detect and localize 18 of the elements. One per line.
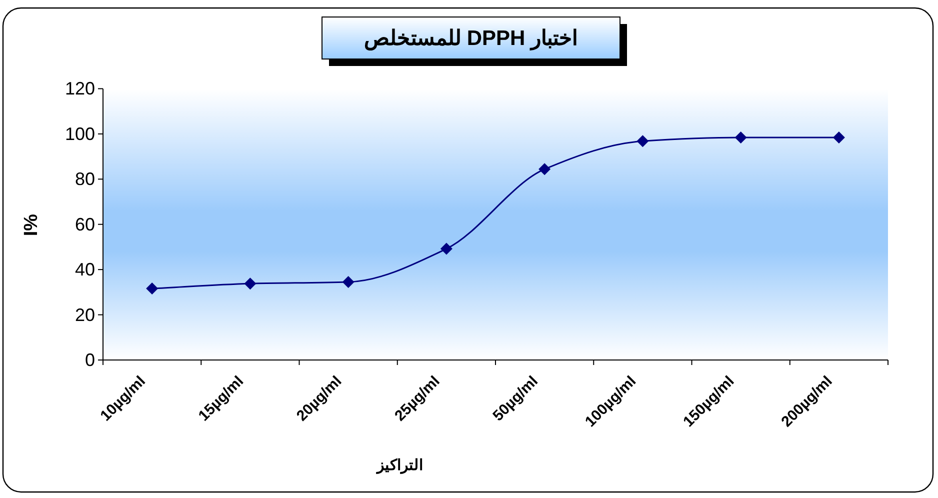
point [342,276,354,288]
point [734,132,747,144]
point [636,135,649,148]
y-tick-label: 80 [74,169,95,190]
y-tick-label: 0 [84,350,95,370]
y-tick-label: 120 [64,78,95,99]
x-axis-title: التراكيز [376,457,423,474]
y-tick-label: 20 [74,304,95,325]
point [244,278,256,290]
y-tick-label: 60 [74,214,95,234]
point [440,242,452,255]
y-tick-label: 100 [64,124,95,144]
y-axis-title: I% [21,214,42,236]
point [538,163,551,176]
chart-title: اختبار DPPH للمستخلص [364,27,578,51]
point [146,282,158,295]
point [832,132,845,144]
y-tick-label: 40 [74,260,95,280]
